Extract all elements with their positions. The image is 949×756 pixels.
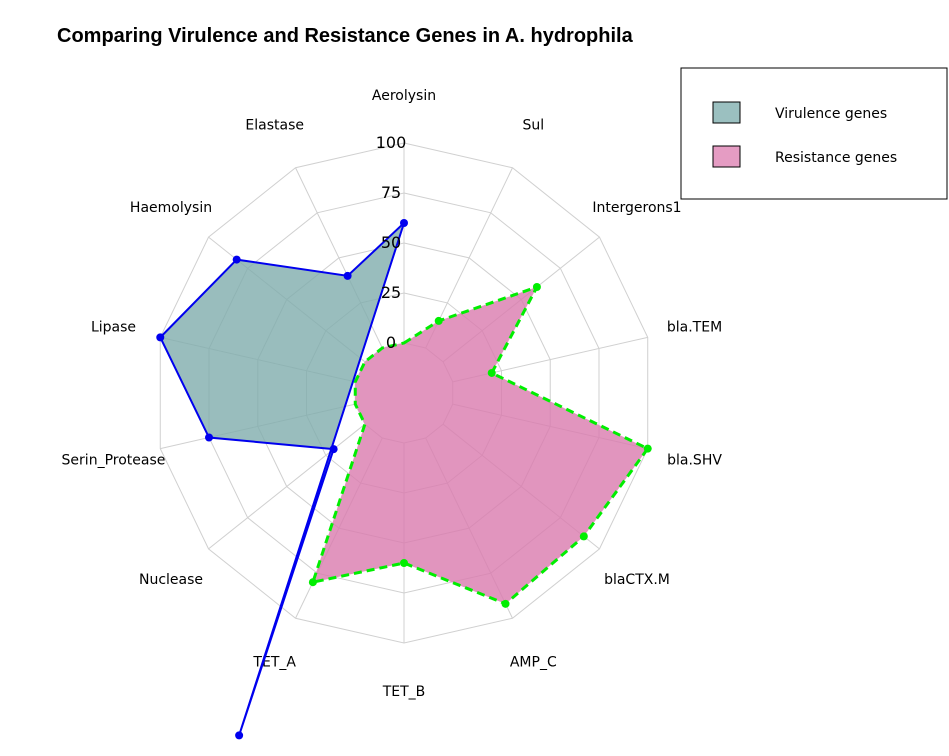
point-resistance-genes-tet-a bbox=[308, 578, 317, 587]
axis-label-aerolysin: Aerolysin bbox=[372, 88, 436, 104]
tick-label-0: 0 bbox=[386, 333, 396, 352]
point-resistance-genes-blactx-m bbox=[579, 532, 588, 541]
point-resistance-genes-bla-shv bbox=[643, 444, 652, 453]
axis-label-bla-shv: bla.SHV bbox=[667, 452, 722, 468]
point-resistance-genes-intergerons1 bbox=[532, 283, 541, 292]
tick-label-75: 75 bbox=[381, 183, 401, 202]
point-virulence-genes-tet-a bbox=[235, 731, 244, 740]
legend-label-virulence: Virulence genes bbox=[775, 106, 887, 122]
series-area-virulence-genes bbox=[159, 219, 407, 736]
axis-label-lipase: Lipase bbox=[91, 320, 136, 336]
axis-label-amp-c: AMP_C bbox=[510, 654, 557, 670]
legend: Virulence genes Resistance genes bbox=[680, 67, 948, 200]
point-virulence-genes-nuclease bbox=[329, 445, 338, 454]
point-resistance-genes-sul bbox=[434, 316, 443, 325]
point-virulence-genes-lipase bbox=[156, 333, 165, 342]
tick-label-50: 50 bbox=[381, 233, 401, 252]
axis-labels: Aerolysin Sul Intergerons1 bla.TEM bla.SHV bl… bbox=[62, 88, 723, 700]
series-layer bbox=[156, 219, 652, 740]
point-virulence-genes-elastase bbox=[343, 271, 352, 280]
axis-label-elastase: Elastase bbox=[245, 118, 304, 134]
point-virulence-genes-aerolysin bbox=[400, 219, 408, 227]
legend-box bbox=[680, 67, 948, 200]
axis-label-haemolysin: Haemolysin bbox=[130, 200, 212, 216]
point-virulence-genes-haemolysin bbox=[232, 255, 241, 264]
point-virulence-genes-serin-protease bbox=[205, 433, 214, 442]
legend-swatch-resistance bbox=[712, 145, 741, 168]
point-resistance-genes-bla-tem bbox=[487, 368, 496, 377]
series-area-resistance-genes bbox=[310, 284, 651, 606]
point-resistance-genes-amp-c bbox=[501, 599, 510, 608]
chart-title: Comparing Virulence and Resistance Genes… bbox=[57, 25, 634, 47]
legend-label-resistance: Resistance genes bbox=[775, 150, 897, 166]
axis-label-sul: Sul bbox=[522, 118, 544, 134]
axis-label-intergerons1: Intergerons1 bbox=[592, 200, 681, 216]
axis-label-serin-protease: Serin_Protease bbox=[62, 452, 166, 468]
grid-spoke bbox=[208, 423, 366, 550]
point-resistance-genes-tet-b bbox=[400, 559, 408, 567]
axis-label-blactx-m: blaCTX.M bbox=[604, 572, 670, 588]
axis-label-tet-a: TET_A bbox=[252, 654, 296, 670]
axis-label-nuclease: Nuclease bbox=[139, 572, 203, 588]
axis-label-tet-b: TET_B bbox=[382, 684, 426, 700]
tick-labels: 0 25 50 75 100 bbox=[376, 133, 407, 352]
tick-label-25: 25 bbox=[381, 283, 401, 302]
axis-label-bla-tem: bla.TEM bbox=[667, 320, 722, 336]
legend-swatch-virulence bbox=[712, 101, 741, 124]
tick-label-100: 100 bbox=[376, 133, 407, 152]
